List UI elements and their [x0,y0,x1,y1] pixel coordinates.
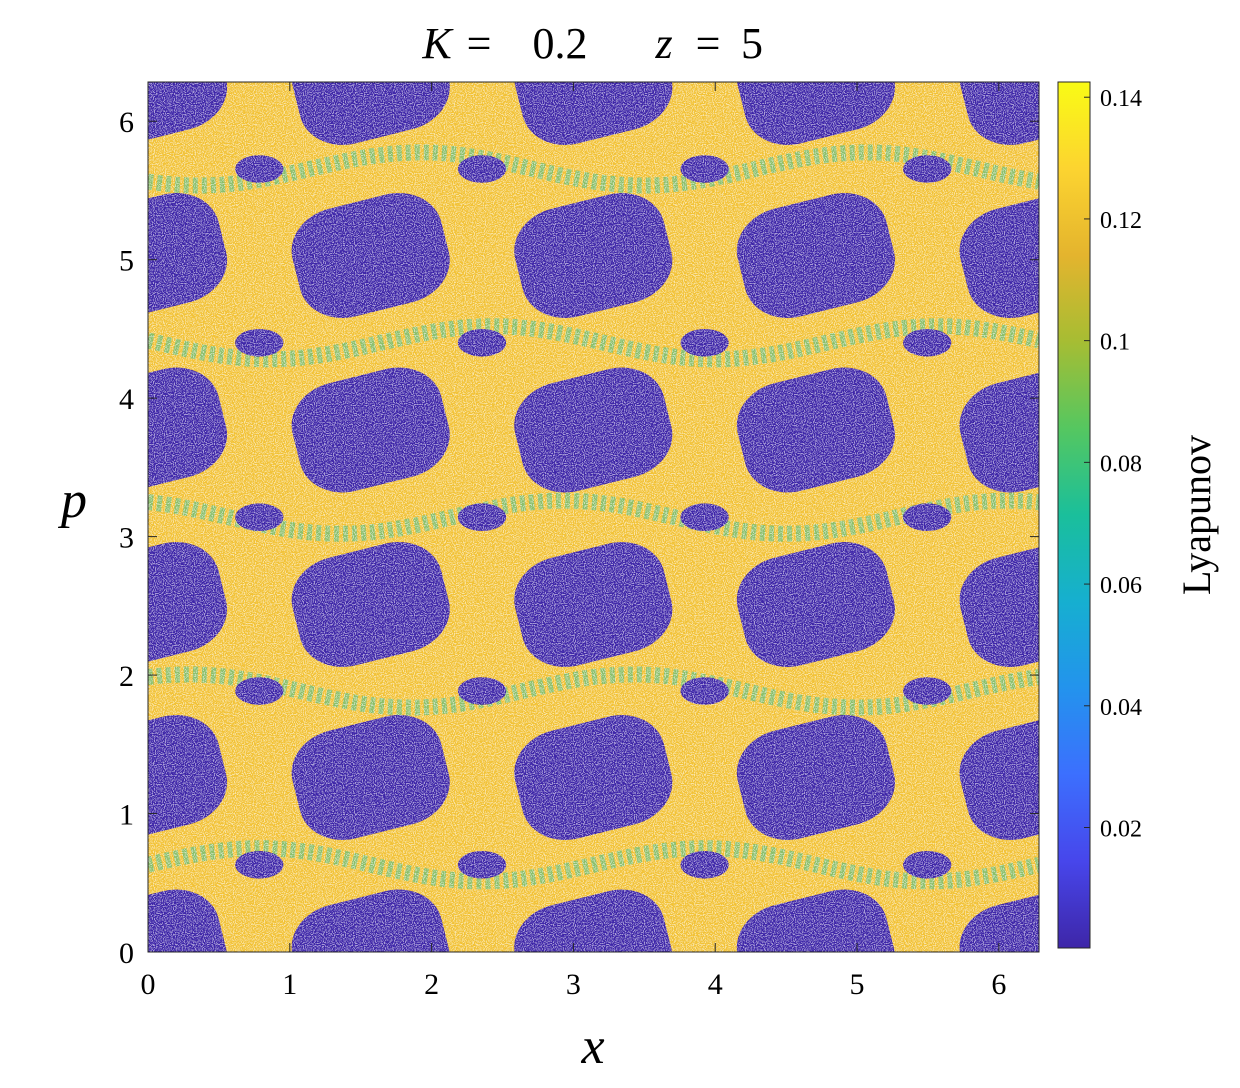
colorbar-tick-label: 0.1 [1100,330,1130,356]
secondary-island [1126,503,1174,531]
scatter-speckle [148,82,1039,952]
x-tick-label: 6 [991,968,1006,1001]
colorbar-tick-label: 0.08 [1100,451,1142,477]
colorbar: 0.02 0.04 0.06 0.08 0.1 0.12 0.14 Lyapunov [1057,81,1219,949]
colorbar-tick-label: 0.04 [1100,695,1142,721]
colorbar-tick-label: 0.12 [1100,208,1142,234]
colorbar-ticks: 0.02 0.04 0.06 0.08 0.1 0.12 0.14 [1084,86,1142,843]
x-tick-label: 0 [141,968,156,1001]
colorbar-frame [1057,81,1091,949]
colorbar-tick-label: 0.06 [1100,573,1142,599]
x-tick-label: 4 [708,968,723,1001]
x-tick-label: 2 [424,968,439,1001]
title-z-value: 5 [741,19,763,68]
x-axis: 0 1 2 3 4 5 6 [141,82,1006,1001]
x-axis-label: x [580,1018,604,1075]
y-axis-label: p [57,472,87,529]
plot-area [148,82,1174,952]
title-k-equals: = [467,19,492,68]
colorbar-gradient [1058,82,1090,948]
y-tick-label: 2 [119,660,134,693]
plot-frame [147,81,1040,953]
colorbar-tick-label: 0.14 [1100,86,1142,112]
chart-title: K = 0.2 z = 5 [421,19,763,68]
title-z-symbol: z [654,19,672,68]
secondary-island [1126,155,1174,183]
title-z-equals: = [696,19,721,68]
y-tick-label: 4 [119,383,134,416]
x-tick-label: 1 [282,968,297,1001]
y-tick-label: 5 [119,245,134,278]
y-tick-label: 6 [119,106,134,139]
y-axis: 0 1 2 3 4 5 6 [119,106,1039,970]
x-tick-label: 3 [566,968,581,1001]
title-k-value: 0.2 [533,19,588,68]
y-tick-label: 0 [119,937,134,970]
secondary-island [1126,851,1174,879]
y-tick-label: 3 [119,522,134,555]
colorbar-label: Lyapunov [1174,435,1219,595]
colorbar-tick-label: 0.02 [1100,817,1142,843]
title-k-symbol: K [421,19,454,68]
secondary-island [1126,329,1174,357]
y-tick-label: 1 [119,799,134,832]
x-tick-label: 5 [850,968,865,1001]
